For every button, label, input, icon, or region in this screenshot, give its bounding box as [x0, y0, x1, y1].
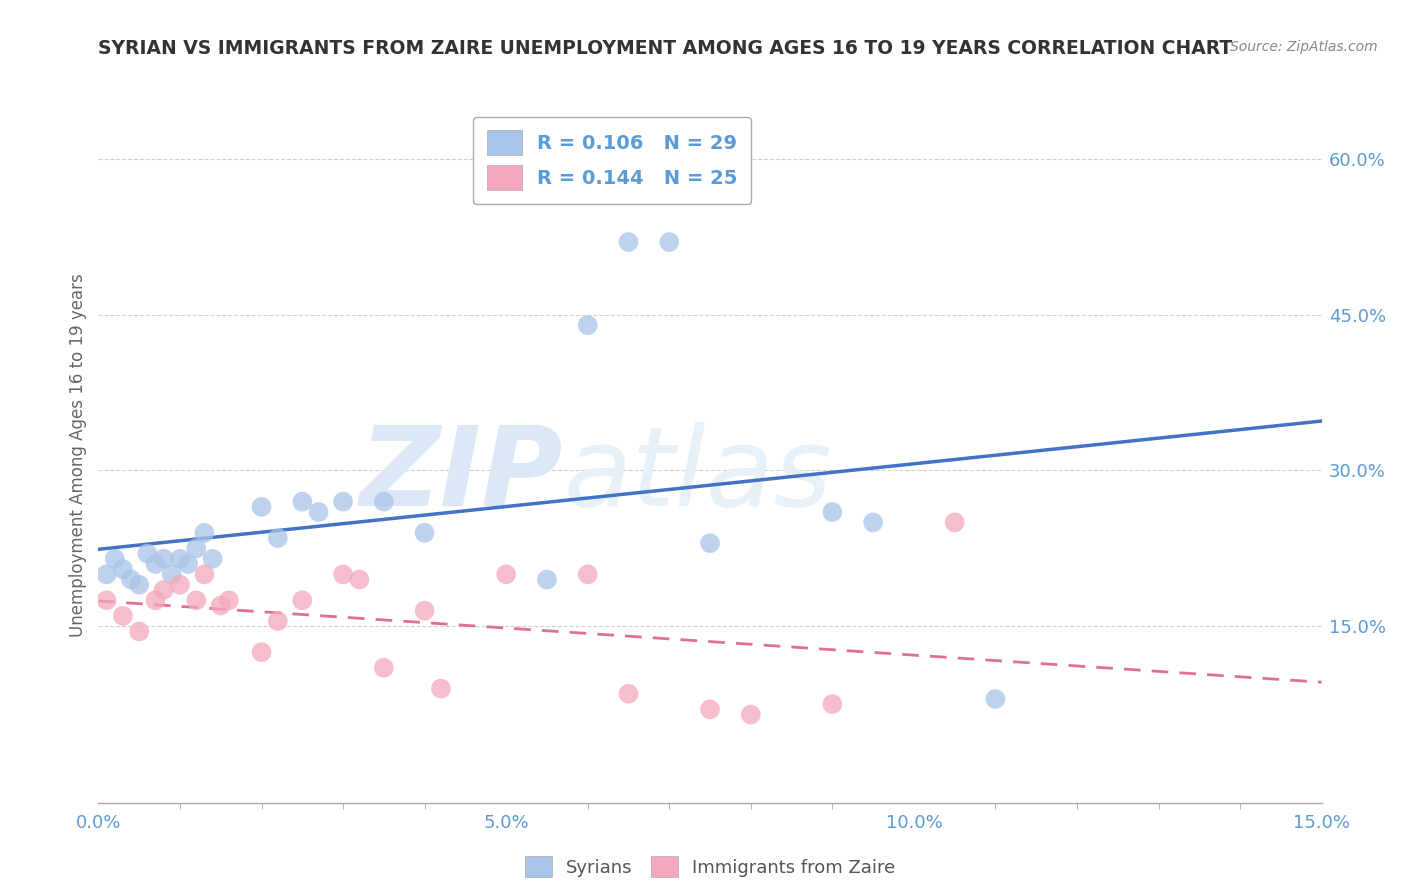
Point: [267, 531, 290, 545]
Point: [413, 604, 436, 618]
Point: [186, 541, 208, 556]
Point: [145, 557, 167, 571]
Point: [111, 562, 134, 576]
Point: [430, 681, 453, 696]
Point: [201, 551, 224, 566]
Point: [291, 494, 314, 508]
Text: SYRIAN VS IMMIGRANTS FROM ZAIRE UNEMPLOYMENT AMONG AGES 16 TO 19 YEARS CORRELATI: SYRIAN VS IMMIGRANTS FROM ZAIRE UNEMPLOY…: [98, 39, 1233, 58]
Point: [250, 645, 273, 659]
Point: [120, 573, 142, 587]
Point: [332, 494, 354, 508]
Point: [128, 624, 150, 639]
Point: [658, 235, 681, 249]
Point: [617, 687, 640, 701]
Point: [536, 573, 558, 587]
Point: [373, 661, 395, 675]
Point: [177, 557, 200, 571]
Point: [699, 536, 721, 550]
Point: [373, 494, 395, 508]
Point: [576, 318, 599, 332]
Point: [821, 697, 844, 711]
Point: [128, 578, 150, 592]
Legend: Syrians, Immigrants from Zaire: Syrians, Immigrants from Zaire: [517, 849, 903, 884]
Point: [740, 707, 762, 722]
Point: [349, 573, 371, 587]
Point: [96, 593, 118, 607]
Point: [111, 608, 134, 623]
Point: [332, 567, 354, 582]
Point: [193, 567, 215, 582]
Point: [104, 551, 127, 566]
Text: Source: ZipAtlas.com: Source: ZipAtlas.com: [1230, 40, 1378, 54]
Y-axis label: Unemployment Among Ages 16 to 19 years: Unemployment Among Ages 16 to 19 years: [69, 273, 87, 637]
Point: [984, 692, 1007, 706]
Text: ZIP: ZIP: [360, 422, 564, 529]
Point: [943, 516, 966, 530]
Point: [821, 505, 844, 519]
Point: [267, 614, 290, 628]
Point: [152, 551, 174, 566]
Point: [193, 525, 215, 540]
Point: [209, 599, 232, 613]
Point: [160, 567, 183, 582]
Point: [862, 516, 884, 530]
Point: [617, 235, 640, 249]
Point: [291, 593, 314, 607]
Point: [218, 593, 240, 607]
Point: [96, 567, 118, 582]
Point: [152, 582, 174, 597]
Point: [169, 578, 191, 592]
Point: [136, 547, 159, 561]
Point: [169, 551, 191, 566]
Text: atlas: atlas: [564, 422, 832, 529]
Point: [145, 593, 167, 607]
Point: [308, 505, 330, 519]
Point: [576, 567, 599, 582]
Point: [413, 525, 436, 540]
Point: [250, 500, 273, 514]
Point: [495, 567, 517, 582]
Point: [699, 702, 721, 716]
Point: [186, 593, 208, 607]
